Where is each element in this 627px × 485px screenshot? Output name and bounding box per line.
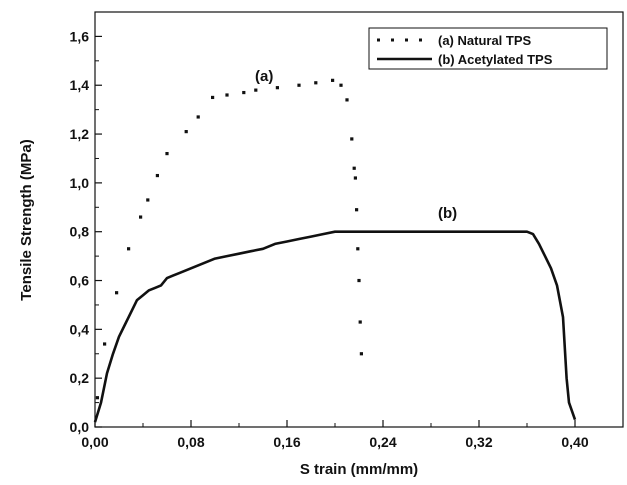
acetylated-tps-line bbox=[93, 230, 577, 423]
natural-tps-point bbox=[350, 137, 354, 141]
natural-tps-point bbox=[331, 78, 335, 82]
natural-tps-point bbox=[254, 88, 258, 92]
legend-box bbox=[368, 27, 608, 70]
y-axis-title: Tensile Strength (MPa) bbox=[18, 139, 35, 300]
plot-frame bbox=[94, 11, 624, 428]
annotation-b: (b) bbox=[438, 205, 457, 222]
x-tick-label: 0,32 bbox=[465, 434, 492, 450]
y-tick-label: 1,0 bbox=[70, 175, 90, 191]
series-natural-tps bbox=[95, 78, 363, 400]
natural-tps-point bbox=[103, 342, 107, 346]
y-tick-label: 1,4 bbox=[70, 77, 90, 93]
natural-tps-point bbox=[196, 115, 200, 119]
natural-tps-point bbox=[146, 198, 150, 202]
x-axis: 0,00 0,08 0,16 0,24 0,32 0,40 bbox=[81, 420, 589, 450]
natural-tps-point bbox=[356, 247, 360, 251]
y-tick-label: 1,6 bbox=[70, 28, 90, 44]
y-tick-label: 0,6 bbox=[70, 273, 90, 289]
x-axis-title: S train (mm/mm) bbox=[300, 461, 418, 478]
natural-tps-point bbox=[358, 320, 362, 324]
legend: (a) Natural TPS (b) Acetylated TPS bbox=[368, 27, 608, 70]
natural-tps-point bbox=[155, 173, 159, 178]
x-tick-label: 0,08 bbox=[177, 434, 204, 450]
natural-tps-point bbox=[345, 98, 349, 102]
natural-tps-point bbox=[95, 396, 99, 400]
y-axis: 0,0 0,2 0,4 0,6 0,8 1,0 1,2 1,4 1,6 bbox=[70, 28, 102, 435]
natural-tps-point bbox=[355, 208, 359, 212]
natural-tps-point bbox=[275, 86, 279, 90]
series-acetylated-tps bbox=[93, 230, 577, 423]
natural-tps-point bbox=[165, 151, 169, 156]
natural-tps-point bbox=[211, 95, 215, 100]
natural-tps-point bbox=[353, 176, 357, 180]
annotation-a: (a) bbox=[255, 68, 273, 85]
natural-tps-point bbox=[127, 247, 131, 251]
natural-tps-point bbox=[314, 81, 318, 85]
natural-tps-point bbox=[359, 352, 363, 356]
natural-tps-point bbox=[357, 278, 361, 283]
y-tick-label: 0,0 bbox=[70, 419, 90, 435]
natural-tps-point bbox=[297, 83, 301, 87]
x-tick-label: 0,24 bbox=[369, 434, 396, 450]
natural-tps-point bbox=[225, 93, 229, 97]
natural-tps-point bbox=[139, 215, 143, 219]
legend-label-acetylated-tps: (b) Acetylated TPS bbox=[438, 52, 553, 67]
natural-tps-point bbox=[115, 291, 119, 295]
y-tick-label: 0,8 bbox=[70, 224, 90, 240]
x-tick-label: 0,16 bbox=[273, 434, 300, 450]
legend-label-natural-tps: (a) Natural TPS bbox=[438, 33, 532, 48]
natural-tps-point bbox=[339, 83, 343, 87]
natural-tps-point bbox=[242, 90, 246, 95]
y-tick-label: 1,2 bbox=[70, 126, 90, 142]
y-tick-label: 0,2 bbox=[70, 370, 90, 386]
y-tick-label: 0,4 bbox=[70, 321, 90, 337]
natural-tps-point bbox=[184, 130, 188, 134]
natural-tps-point bbox=[352, 166, 356, 170]
x-tick-label: 0,00 bbox=[81, 434, 108, 450]
x-tick-label: 0,40 bbox=[561, 434, 588, 450]
